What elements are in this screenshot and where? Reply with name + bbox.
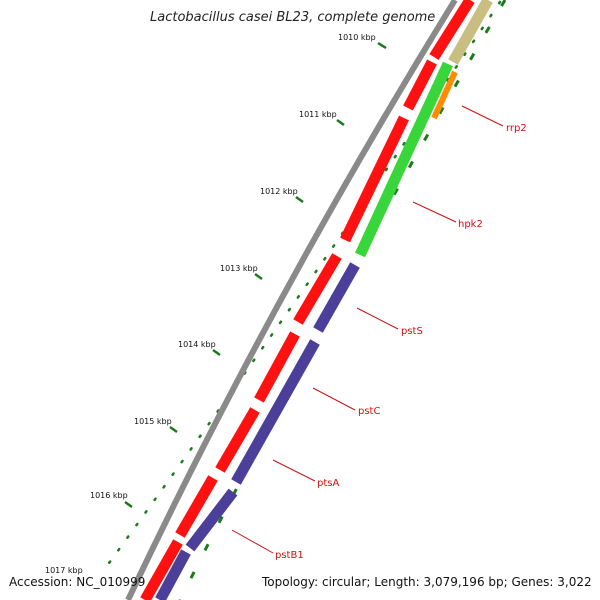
gene-label-hpk2: hpk2 <box>458 219 483 230</box>
gene-labels: rrp2 hpk2 pstS pstC ptsA pstB1 <box>275 123 527 561</box>
gene-label-pstC: pstC <box>358 406 380 417</box>
reverse-cds <box>155 549 191 600</box>
forward-cds <box>429 0 475 60</box>
forward-cds <box>340 115 409 243</box>
forward-cds <box>293 253 342 325</box>
scale-tick-arc <box>178 0 507 600</box>
tick-label-1014: 1014 kbp <box>178 340 216 349</box>
reverse-cds <box>185 488 238 552</box>
scale-tick-labels: 1010 kbp 1011 kbp 1012 kbp 1013 kbp 1014… <box>45 33 376 575</box>
major-tick <box>254 272 263 281</box>
forward-cds <box>254 331 300 403</box>
forward-cds <box>140 539 183 600</box>
forward-cds <box>215 407 260 473</box>
gene-leader-lines <box>231 105 504 554</box>
tick-label-1013: 1013 kbp <box>220 264 258 273</box>
leader-pstB1 <box>231 529 274 554</box>
forward-cds <box>403 59 437 111</box>
reverse-cds <box>313 262 360 333</box>
leader-hpk2 <box>412 201 457 223</box>
leader-rrp2 <box>461 105 504 127</box>
major-tick <box>295 195 304 204</box>
genome-backbone <box>125 0 458 600</box>
orange-gene-feature <box>431 70 458 120</box>
major-tick <box>169 425 178 434</box>
tick-label-1015: 1015 kbp <box>134 417 172 426</box>
genome-summary-text: Topology: circular; Length: 3,079,196 bp… <box>262 575 592 589</box>
green-gene-feature <box>355 61 453 258</box>
leader-ptsA <box>272 459 316 482</box>
tick-label-1010: 1010 kbp <box>338 33 376 42</box>
major-tick <box>377 41 387 50</box>
major-tick <box>124 500 133 509</box>
gene-label-rrp2: rrp2 <box>506 123 527 134</box>
major-tick <box>336 118 345 127</box>
scale-major-ticks <box>124 41 387 509</box>
leader-pstC <box>312 387 356 411</box>
gene-label-pstS: pstS <box>401 326 423 337</box>
major-tick <box>212 348 221 357</box>
tick-label-1011: 1011 kbp <box>299 110 337 119</box>
rrna-feature <box>448 0 493 65</box>
tick-label-1017: 1017 kbp <box>45 566 83 575</box>
gene-label-pstB1: pstB1 <box>275 550 304 561</box>
accession-text: Accession: NC_010999 <box>9 575 146 589</box>
tick-label-1016: 1016 kbp <box>90 491 128 500</box>
tick-label-1012: 1012 kbp <box>260 187 298 196</box>
leader-pstS <box>356 307 399 330</box>
gene-label-ptsA: ptsA <box>317 478 339 489</box>
forward-cds <box>175 475 218 538</box>
reverse-cds <box>231 339 320 485</box>
map-title: Lactobacillus casei BL23, complete genom… <box>150 10 436 25</box>
